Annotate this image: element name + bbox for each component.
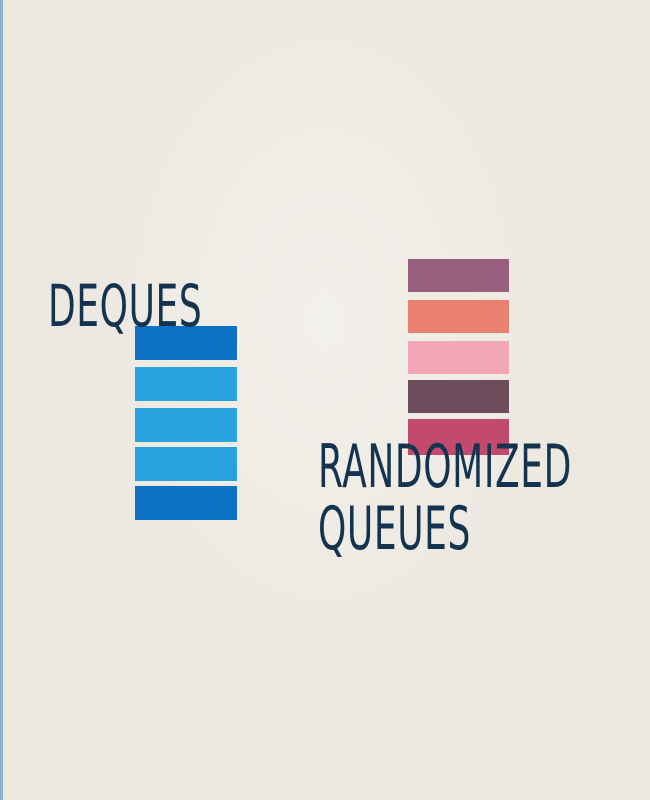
rq-bar-3 [408,341,509,374]
deques-bar-stack [135,326,237,520]
deques-bar-1 [135,326,237,360]
rq-bar-4 [408,380,509,413]
randomized-queues-title: RANDOMIZED QUEUES [318,436,572,560]
rq-bar-1 [408,259,509,292]
left-edge-line [0,0,3,800]
deques-bar-2 [135,367,237,401]
rq-bar-5 [408,419,509,455]
randomized-queues-title-line-2: QUEUES [318,494,471,564]
randomized-queues-bar-stack [408,259,509,455]
deques-bar-3 [135,408,237,442]
deques-bar-4 [135,447,237,481]
deques-bar-5 [135,486,237,520]
randomized-queues-title-line-1: RANDOMIZED [318,432,572,502]
deques-title: DEQUES [48,272,203,340]
rq-bar-2 [408,300,509,333]
